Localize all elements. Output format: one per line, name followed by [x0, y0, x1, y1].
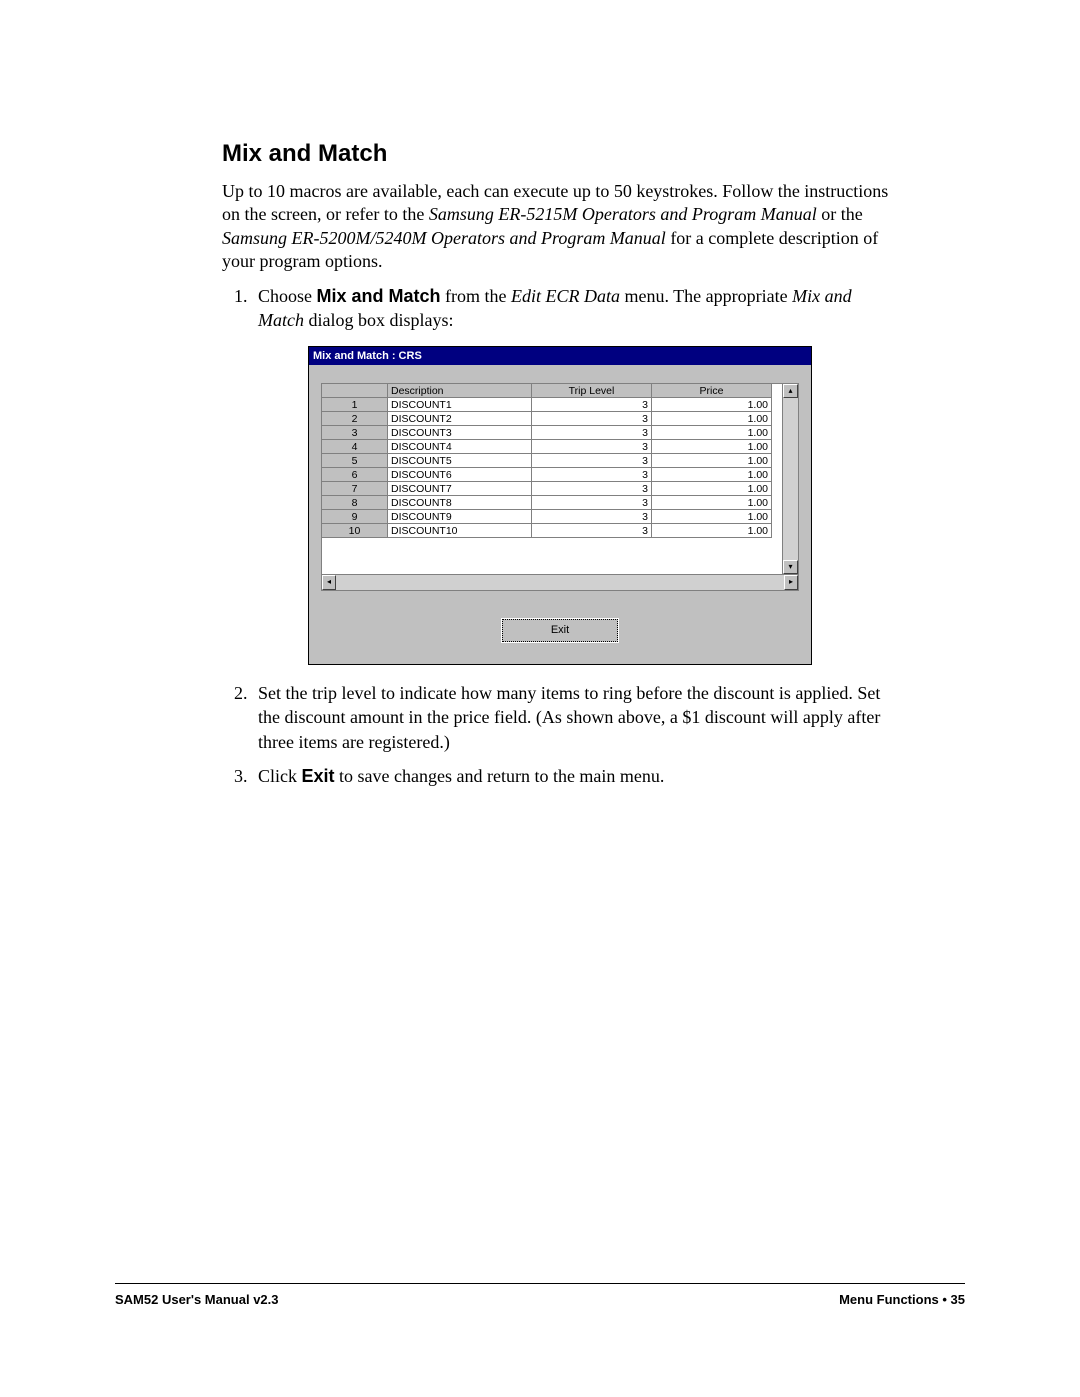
text: dialog box displays:: [304, 310, 454, 330]
table-row[interactable]: 3DISCOUNT331.00: [322, 426, 782, 440]
cell-description[interactable]: DISCOUNT5: [388, 454, 532, 468]
row-index: 4: [322, 440, 388, 454]
page-footer: SAM52 User's Manual v2.3 Menu Functions …: [115, 1283, 965, 1307]
cell-trip[interactable]: 3: [532, 412, 652, 426]
cell-price[interactable]: 1.00: [652, 524, 772, 538]
header-blank: [322, 384, 388, 398]
exit-button[interactable]: Exit: [502, 619, 618, 642]
row-index: 10: [322, 524, 388, 538]
table-row[interactable]: 2DISCOUNT231.00: [322, 412, 782, 426]
row-index: 3: [322, 426, 388, 440]
cell-price[interactable]: 1.00: [652, 468, 772, 482]
cell-price[interactable]: 1.00: [652, 412, 772, 426]
menu-path: Edit ECR Data: [511, 286, 620, 306]
footer-left: SAM52 User's Manual v2.3: [115, 1292, 279, 1307]
scroll-left-icon[interactable]: ◂: [322, 575, 336, 590]
cell-trip[interactable]: 3: [532, 524, 652, 538]
scroll-track[interactable]: [336, 575, 784, 590]
cell-description[interactable]: DISCOUNT9: [388, 510, 532, 524]
cell-description[interactable]: DISCOUNT8: [388, 496, 532, 510]
scroll-down-icon[interactable]: ▾: [783, 560, 798, 574]
header-price: Price: [652, 384, 772, 398]
vertical-scrollbar[interactable]: ▴ ▾: [783, 383, 799, 575]
cell-trip[interactable]: 3: [532, 398, 652, 412]
steps-list: Choose Mix and Match from the Edit ECR D…: [222, 284, 902, 789]
cell-description[interactable]: DISCOUNT4: [388, 440, 532, 454]
header-description: Description: [388, 384, 532, 398]
text: Click: [258, 766, 302, 786]
cell-trip[interactable]: 3: [532, 482, 652, 496]
cell-price[interactable]: 1.00: [652, 496, 772, 510]
cell-trip[interactable]: 3: [532, 426, 652, 440]
cell-trip[interactable]: 3: [532, 440, 652, 454]
cell-description[interactable]: DISCOUNT3: [388, 426, 532, 440]
button-name: Exit: [302, 766, 335, 786]
text: from the: [441, 286, 511, 306]
table-row[interactable]: 10DISCOUNT1031.00: [322, 524, 782, 538]
table-row[interactable]: 6DISCOUNT631.00: [322, 468, 782, 482]
row-index: 5: [322, 454, 388, 468]
text: Choose: [258, 286, 317, 306]
cell-price[interactable]: 1.00: [652, 454, 772, 468]
cell-price[interactable]: 1.00: [652, 510, 772, 524]
cell-price[interactable]: 1.00: [652, 440, 772, 454]
table-row[interactable]: 9DISCOUNT931.00: [322, 510, 782, 524]
header-trip-level: Trip Level: [532, 384, 652, 398]
cell-description[interactable]: DISCOUNT1: [388, 398, 532, 412]
mix-and-match-dialog: Mix and Match : CRS Description Trip Lev…: [308, 346, 812, 665]
cell-price[interactable]: 1.00: [652, 426, 772, 440]
row-index: 7: [322, 482, 388, 496]
grid-empty-area: [322, 538, 782, 574]
scroll-right-icon[interactable]: ▸: [784, 575, 798, 590]
cell-trip[interactable]: 3: [532, 454, 652, 468]
section-heading: Mix and Match: [222, 140, 902, 168]
table-row[interactable]: 8DISCOUNT831.00: [322, 496, 782, 510]
manual-ref-2: Samsung ER-5200M/5240M Operators and Pro…: [222, 228, 666, 248]
step-3: Click Exit to save changes and return to…: [252, 764, 902, 788]
table-row[interactable]: 5DISCOUNT531.00: [322, 454, 782, 468]
row-index: 2: [322, 412, 388, 426]
text: menu. The appropriate: [620, 286, 792, 306]
row-index: 8: [322, 496, 388, 510]
cell-description[interactable]: DISCOUNT6: [388, 468, 532, 482]
footer-right: Menu Functions • 35: [839, 1292, 965, 1307]
text: to save changes and return to the main m…: [335, 766, 665, 786]
cell-description[interactable]: DISCOUNT10: [388, 524, 532, 538]
table-row[interactable]: 1DISCOUNT131.00: [322, 398, 782, 412]
cell-description[interactable]: DISCOUNT2: [388, 412, 532, 426]
footer-section: Menu Functions: [839, 1292, 942, 1307]
cell-trip[interactable]: 3: [532, 468, 652, 482]
dialog-titlebar: Mix and Match : CRS: [309, 347, 811, 365]
grid-header-row: Description Trip Level Price: [322, 384, 782, 398]
cell-description[interactable]: DISCOUNT7: [388, 482, 532, 496]
text: or the: [817, 204, 863, 224]
manual-ref-1: Samsung ER-5215M Operators and Program M…: [429, 204, 817, 224]
scroll-up-icon[interactable]: ▴: [783, 384, 798, 398]
row-index: 6: [322, 468, 388, 482]
row-index: 1: [322, 398, 388, 412]
table-row[interactable]: 7DISCOUNT731.00: [322, 482, 782, 496]
table-row[interactable]: 4DISCOUNT431.00: [322, 440, 782, 454]
step-1: Choose Mix and Match from the Edit ECR D…: [252, 284, 902, 665]
menu-name: Mix and Match: [317, 286, 441, 306]
scroll-track[interactable]: [783, 398, 798, 560]
dialog-body: Description Trip Level Price 1DISCOUNT13…: [309, 365, 811, 664]
cell-trip[interactable]: 3: [532, 496, 652, 510]
footer-page-number: 35: [947, 1292, 965, 1307]
cell-price[interactable]: 1.00: [652, 482, 772, 496]
discount-grid[interactable]: Description Trip Level Price 1DISCOUNT13…: [321, 383, 783, 575]
row-index: 9: [322, 510, 388, 524]
step-2: Set the trip level to indicate how many …: [252, 681, 902, 754]
horizontal-scrollbar[interactable]: ◂ ▸: [321, 575, 799, 591]
cell-trip[interactable]: 3: [532, 510, 652, 524]
intro-paragraph: Up to 10 macros are available, each can …: [222, 180, 902, 274]
cell-price[interactable]: 1.00: [652, 398, 772, 412]
